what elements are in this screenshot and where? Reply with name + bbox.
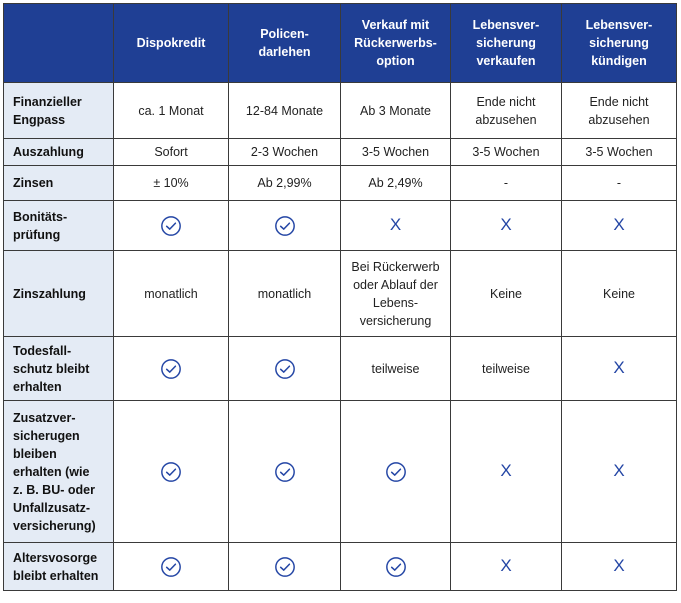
- row-label: Zusatzver-sicherugen bleiben erhalten (wie…: [3, 400, 114, 543]
- cell-check: [228, 336, 341, 401]
- check-circle-icon: [274, 358, 295, 379]
- cell-x: X: [450, 542, 562, 591]
- table-row: Todesfall-schutz bleibt erhalten teilweise…: [3, 336, 677, 401]
- row-label: Todesfall-schutz bleibt erhalten: [3, 336, 114, 401]
- table-cell: Ab 2,99%: [228, 165, 341, 201]
- cell-check: [228, 400, 341, 543]
- table-cell: teilweise: [450, 336, 562, 401]
- table-cell: 3-5 Wochen: [450, 138, 562, 166]
- comparison-table-wrapper: Dispokredit Policen-darlehen Verkauf mit Rü…: [3, 3, 677, 591]
- header-col-5: Lebensver-sicherung kündigen: [561, 3, 677, 83]
- table-cell: Ende nicht abzusehen: [561, 82, 677, 139]
- table-body: Finanzieller Engpass ca. 1 Monat 12-84 Mona…: [3, 82, 677, 591]
- cell-check: [113, 200, 229, 251]
- x-mark-icon: X: [613, 215, 625, 234]
- table-cell: 2-3 Wochen: [228, 138, 341, 166]
- cell-check: [340, 400, 451, 543]
- x-mark-icon: X: [389, 215, 402, 234]
- cell-check: [113, 542, 229, 591]
- check-circle-icon: [161, 461, 181, 482]
- cell-check: [228, 200, 341, 251]
- header-corner: [3, 3, 114, 83]
- cell-check: [113, 336, 229, 401]
- table-row: Zusatzver-sicherugen bleiben erhalten (wie…: [3, 400, 677, 543]
- table-cell: Sofort: [113, 138, 229, 166]
- check-circle-icon: [385, 556, 406, 577]
- table-cell: monatlich: [228, 250, 341, 337]
- cell-x: X: [450, 200, 562, 251]
- header-col-4: Lebensver-sicherung verkaufen: [450, 3, 562, 83]
- cell-x: X: [561, 200, 677, 251]
- x-mark-icon: X: [500, 556, 512, 575]
- table-cell: Ab 3 Monate: [340, 82, 451, 139]
- header-col-3: Verkauf mit Rückerwerbs-option: [340, 3, 451, 83]
- cell-check: [113, 400, 229, 543]
- x-mark-icon: X: [500, 461, 512, 480]
- x-mark-icon: X: [500, 215, 512, 234]
- row-label: Finanzieller Engpass: [3, 82, 114, 139]
- table-row: Bonitäts-prüfung X X X: [3, 200, 677, 251]
- x-mark-icon: X: [613, 358, 625, 377]
- table-cell: 3-5 Wochen: [561, 138, 677, 166]
- table-cell: -: [450, 165, 562, 201]
- table-cell: Bei Rückerwerb oder Ablauf der Lebens-vers…: [340, 250, 451, 337]
- cell-x: X: [450, 400, 562, 543]
- row-label: Zinszahlung: [3, 250, 114, 337]
- check-circle-icon: [274, 556, 295, 577]
- table-row: Zinszahlung monatlich monatlich Bei Rückerw…: [3, 250, 677, 337]
- table-cell: Ende nicht abzusehen: [450, 82, 562, 139]
- cell-check: [228, 542, 341, 591]
- table-cell: 3-5 Wochen: [340, 138, 451, 166]
- table-cell: teilweise: [340, 336, 451, 401]
- header-row: Dispokredit Policen-darlehen Verkauf mit Rü…: [3, 3, 677, 83]
- table-cell: Ab 2,49%: [340, 165, 451, 201]
- table-cell: Keine: [450, 250, 562, 337]
- table-row: Altersvosorge bleibt erhalten X X: [3, 542, 677, 591]
- check-circle-icon: [274, 461, 295, 482]
- table-row: Finanzieller Engpass ca. 1 Monat 12-84 Mona…: [3, 82, 677, 139]
- check-circle-icon: [161, 358, 181, 379]
- table-cell: ± 10%: [113, 165, 229, 201]
- table-cell: -: [561, 165, 677, 201]
- row-label: Bonitäts-prüfung: [3, 200, 114, 251]
- check-circle-icon: [161, 556, 181, 577]
- table-cell: 12-84 Monate: [228, 82, 341, 139]
- row-label: Altersvosorge bleibt erhalten: [3, 542, 114, 591]
- check-circle-icon: [385, 461, 406, 482]
- cell-x: X: [340, 200, 451, 251]
- check-circle-icon: [161, 215, 181, 236]
- table-cell: monatlich: [113, 250, 229, 337]
- check-circle-icon: [274, 215, 295, 236]
- header-col-1: Dispokredit: [113, 3, 229, 83]
- table-row: Auszahlung Sofort 2-3 Wochen 3-5 Wochen 3-5 …: [3, 138, 677, 166]
- table-cell: Keine: [561, 250, 677, 337]
- cell-x: X: [561, 400, 677, 543]
- cell-x: X: [561, 542, 677, 591]
- x-mark-icon: X: [613, 556, 625, 575]
- cell-x: X: [561, 336, 677, 401]
- row-label: Auszahlung: [3, 138, 114, 166]
- x-mark-icon: X: [613, 461, 625, 480]
- comparison-table: Dispokredit Policen-darlehen Verkauf mit Rü…: [3, 3, 677, 591]
- header-col-2: Policen-darlehen: [228, 3, 341, 83]
- row-label: Zinsen: [3, 165, 114, 201]
- cell-check: [340, 542, 451, 591]
- table-row: Zinsen ± 10% Ab 2,99% Ab 2,49% - -: [3, 165, 677, 201]
- table-cell: ca. 1 Monat: [113, 82, 229, 139]
